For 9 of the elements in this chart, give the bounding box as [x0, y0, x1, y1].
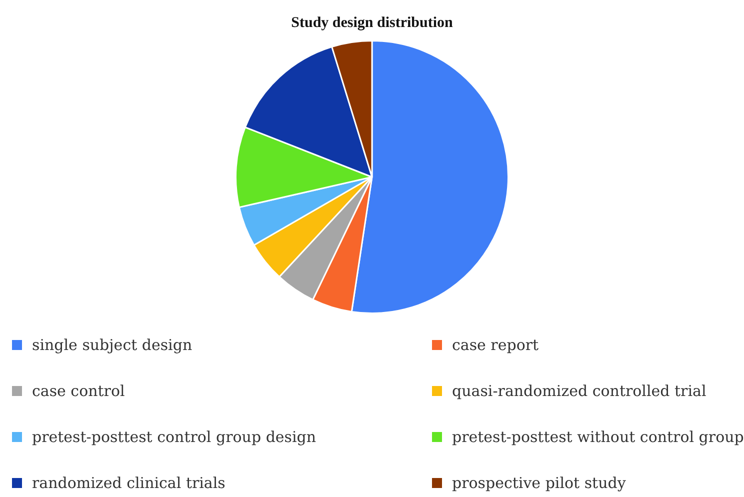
chart-title: Study design distribution: [291, 14, 454, 31]
legend-label: pretest-posttest control group design: [32, 428, 316, 446]
legend-label: quasi-randomized controlled trial: [452, 382, 706, 400]
legend-label: pretest-posttest without control group: [452, 428, 744, 446]
legend-label: case control: [32, 382, 125, 400]
legend-label: randomized clinical trials: [32, 474, 226, 492]
legend-label: case report: [452, 336, 539, 354]
legend-label: single subject design: [32, 336, 192, 354]
legend-label: prospective pilot study: [452, 474, 626, 492]
